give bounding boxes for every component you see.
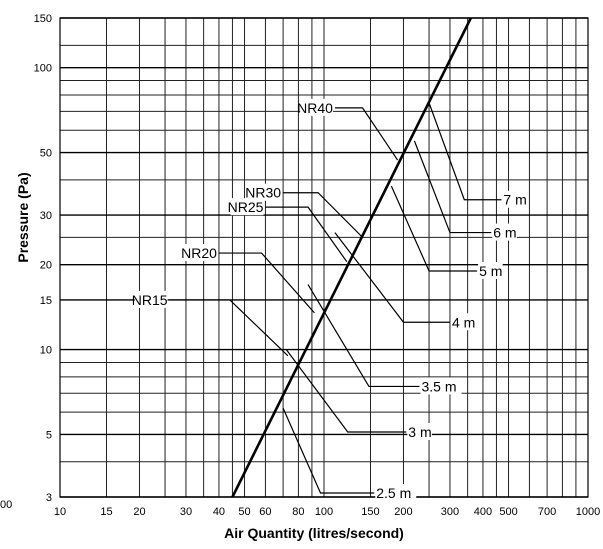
distance-line [390,185,478,272]
distance-label: 7 m [503,192,526,208]
distance-line [282,407,375,494]
label-background [502,190,528,208]
x-tick-label: 400 [474,506,492,518]
distance-line [428,102,502,201]
x-tick-label: 700 [538,506,556,518]
distance-line [413,140,492,234]
label-background [184,244,217,262]
x-tick-label: 300 [441,506,459,518]
y-tick-label: 150 [34,13,52,25]
x-tick-label: 50 [238,506,250,518]
plot-border [59,17,589,498]
distance-line [307,284,420,388]
noise-curve-label: NR20 [181,245,217,261]
y-tick-label: 3 [46,492,52,504]
label-background [134,290,168,308]
main-line [231,17,473,498]
label-background [450,313,476,331]
label-background [248,183,282,201]
noise-curve-nr15 [169,299,289,357]
label-background [492,223,517,241]
plot-frame [59,17,589,498]
noise-curve-label: NR40 [297,100,333,116]
y-tick-label: 20 [40,260,52,272]
noise-curve-nr30 [283,192,364,238]
noise-curve-nr20 [218,252,315,314]
x-axis-title: Air Quantity (litres/second) [224,525,404,541]
x-tick-label: 15 [100,506,112,518]
distance-label: 4 m [452,314,475,330]
label-background [300,98,333,116]
noise-curve-nr40 [334,107,399,161]
distance-label: 2.5 m [376,485,411,501]
label-background [230,198,264,216]
y-tick-label: 30 [40,210,52,222]
distance-lines: 7 m 6 m 5 m 4 m 3.5 m 3 m 2.5 m [282,102,528,501]
distance-label: 3.5 m [421,378,456,394]
y-tick-label: 5 [46,429,52,441]
x-tick-label: 100 [315,506,333,518]
label-background [478,261,503,279]
distance-line [334,232,450,323]
x-tick-label: 200 [394,506,412,518]
distance-line [285,349,407,433]
x-tick-label: 10 [54,506,66,518]
distance-label: 6 m [493,225,516,241]
x-tick-label: 500 [499,506,517,518]
noise-curve-nr25 [265,206,348,263]
noise-curve-label: NR30 [245,185,281,201]
main-duct-line [231,17,473,498]
noise-curve-label: NR15 [132,292,168,308]
x-tick-labels: 10 15 20 30 40 50 60 80 100 150 200 300 400 500 700 100… [54,506,600,518]
y-tick-label: 15 [40,295,52,307]
x-tick-label: 150 [361,506,379,518]
y-tick-label: 50 [40,148,52,160]
x-tick-label: 40 [213,506,225,518]
x-tick-label: 1000 [576,506,600,518]
y-tick-label: 10 [40,345,52,357]
edge-tick-label: 00 [0,499,12,511]
label-background [407,423,432,441]
y-tick-labels: 3 5 10 15 20 30 50 100 150 [34,13,52,504]
x-tick-label: 20 [133,506,145,518]
distance-label: 5 m [479,263,502,279]
label-background [375,483,417,501]
x-tick-label: 30 [180,506,192,518]
y-axis-title: Pressure (Pa) [15,172,31,262]
noise-curve-label: NR25 [228,199,264,215]
distance-label: 3 m [408,424,431,440]
x-tick-label: 80 [292,506,304,518]
label-background [420,377,462,395]
x-tick-label: 60 [259,506,271,518]
grid [59,17,589,498]
y-tick-label: 100 [34,63,52,75]
